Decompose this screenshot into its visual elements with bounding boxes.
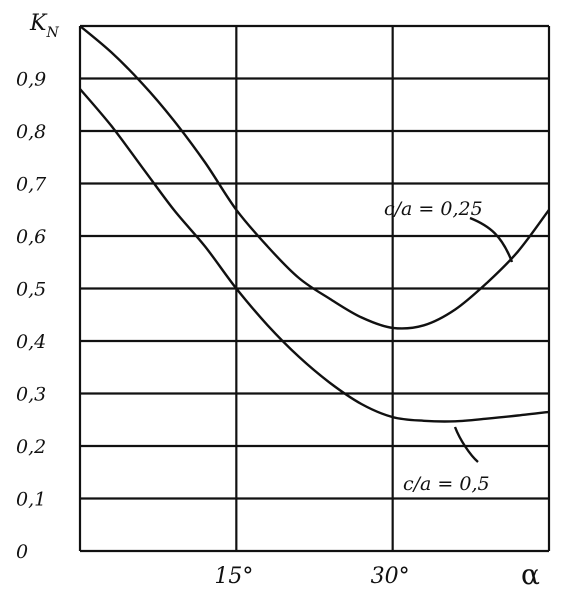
series-label-0: c/a = 0,25 <box>384 198 483 220</box>
series-label-1-leader <box>453 426 479 463</box>
y-tick-label: 0,7 <box>16 174 47 196</box>
y-tick-label: 0,4 <box>16 331 46 353</box>
axis-titles: KN α <box>29 11 540 591</box>
y-tick-label: 0 <box>16 541 28 563</box>
series-labels: c/a = 0,25 c/a = 0,5 <box>384 198 514 495</box>
series-label-0-leader <box>469 216 514 263</box>
y-tick-label: 0,2 <box>16 436 46 458</box>
y-tick-label: 0,6 <box>16 226 46 248</box>
y-axis-title: KN <box>29 11 59 41</box>
y-tick-label: 0,1 <box>16 489 46 511</box>
x-tick-label: 15° <box>214 564 253 589</box>
y-axis-title-main: K <box>29 11 48 36</box>
series-line-1 <box>79 88 550 423</box>
x-axis-title: α <box>521 558 540 591</box>
series-line-0 <box>79 25 550 330</box>
y-tick-label: 0,5 <box>16 279 46 301</box>
curves <box>79 25 550 423</box>
y-axis-title-subscript: N <box>45 25 59 41</box>
x-tick-label: 30° <box>371 564 410 589</box>
series-label-1: c/a = 0,5 <box>403 473 490 495</box>
y-tick-label: 0,3 <box>16 384 46 406</box>
y-tick-label: 0,8 <box>16 121 46 143</box>
tick-labels: 0 0,1 0,2 0,3 0,4 0,5 0,6 0,7 0,8 0,9 15° 30° <box>16 69 410 590</box>
y-tick-label: 0,9 <box>16 69 46 91</box>
